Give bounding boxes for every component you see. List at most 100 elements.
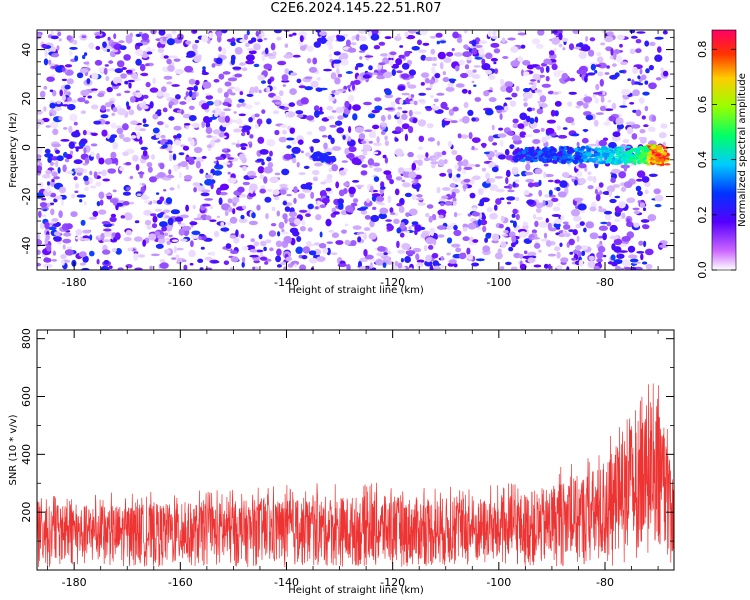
heatmap-feature-cell: [547, 147, 551, 150]
heatmap-cell: [501, 234, 509, 237]
heatmap-cell: [654, 54, 663, 62]
heatmap-cell: [286, 193, 292, 197]
heatmap-cell: [288, 102, 296, 107]
heatmap-cell: [441, 120, 446, 128]
heatmap-cell: [473, 84, 477, 87]
heatmap-cell: [520, 44, 526, 49]
heatmap-cell: [245, 54, 255, 62]
heatmap-cell: [647, 126, 656, 132]
heatmap-feature-cell: [634, 148, 641, 152]
heatmap-feature-cell: [608, 149, 614, 152]
heatmap-cell: [571, 133, 580, 137]
heatmap-cell: [420, 82, 425, 86]
heatmap-cell: [161, 86, 167, 93]
heatmap-cell: [356, 34, 360, 41]
heatmap-cell: [177, 162, 184, 167]
heatmap-cell: [125, 264, 133, 269]
heatmap-cell: [209, 116, 217, 120]
heatmap-cell: [334, 77, 341, 85]
heatmap-cell: [343, 182, 350, 187]
heatmap-feature-cell: [633, 161, 637, 166]
heatmap-cell: [146, 225, 152, 230]
heatmap-cell: [329, 124, 337, 128]
heatmap-cell: [327, 134, 332, 140]
heatmap-cell: [305, 152, 311, 157]
heatmap-cell: [272, 51, 277, 56]
heatmap-cell: [67, 104, 76, 111]
heatmap-cell: [319, 37, 327, 44]
heatmap-cell: [96, 258, 100, 265]
heatmap-cell: [56, 45, 60, 51]
heatmap-cell: [368, 232, 377, 240]
heatmap-cell: [389, 179, 394, 185]
heatmap-cell: [453, 263, 458, 268]
heatmap-cell: [136, 132, 141, 140]
heatmap-cell: [503, 230, 509, 234]
heatmap-cell: [560, 257, 569, 263]
heatmap-cell: [234, 73, 243, 78]
heatmap-cell: [213, 79, 220, 83]
heatmap-cell: [338, 202, 344, 210]
heatmap-cell: [231, 120, 238, 123]
heatmap-cell: [137, 171, 145, 175]
heatmap-cell: [222, 47, 227, 55]
heatmap-cell: [481, 167, 487, 172]
heatmap-cell: [354, 66, 359, 71]
heatmap-cell: [364, 254, 374, 260]
heatmap-cell: [613, 238, 623, 245]
heatmap-cell: [93, 171, 98, 179]
heatmap-cell: [448, 259, 457, 264]
heatmap-cell: [166, 58, 172, 65]
heatmap-cell: [438, 264, 445, 269]
heatmap-cell: [474, 164, 481, 168]
heatmap-cell: [644, 55, 649, 63]
heatmap-cell: [644, 105, 649, 112]
heatmap-cell: [602, 254, 607, 258]
heatmap-cell: [189, 262, 194, 266]
heatmap-cell: [149, 87, 159, 93]
heatmap-cell: [152, 199, 157, 204]
heatmap-cell: [55, 65, 64, 73]
heatmap-cell: [73, 176, 78, 181]
heatmap-cell: [558, 32, 563, 41]
heatmap-cell: [227, 157, 235, 160]
heatmap-cell: [429, 35, 437, 39]
heatmap-cell: [194, 39, 200, 44]
heatmap-feature-cell: [515, 149, 518, 155]
heatmap-cell: [224, 210, 229, 216]
heatmap-cell: [572, 176, 576, 180]
heatmap-cell: [505, 177, 509, 185]
heatmap-cell: [583, 227, 587, 233]
heatmap-cell: [106, 48, 110, 53]
heatmap-cell: [572, 30, 580, 35]
heatmap-cell: [133, 253, 139, 261]
heatmap-cell: [395, 176, 403, 181]
heatmap-cell: [429, 79, 435, 85]
heatmap-cell: [174, 139, 181, 146]
heatmap-feature-cell: [649, 146, 656, 149]
heatmap-cell: [277, 61, 287, 66]
heatmap-cell: [270, 42, 276, 51]
heatmap-cell: [145, 63, 150, 67]
heatmap-cell: [446, 237, 453, 244]
heatmap-cell: [648, 64, 655, 71]
heatmap-cell: [223, 260, 229, 265]
heatmap-cell: [129, 201, 135, 205]
heatmap-cell: [191, 91, 197, 100]
heatmap-cell: [462, 51, 472, 58]
heatmap-cell: [455, 154, 463, 162]
heatmap-cell: [107, 36, 111, 41]
heatmap-cell: [163, 232, 169, 236]
heatmap-cell: [138, 138, 143, 145]
heatmap-cell: [183, 264, 188, 270]
heatmap-cell: [156, 90, 164, 97]
heatmap-cell: [632, 66, 638, 75]
heatmap-feature-cell: [594, 150, 598, 154]
heatmap-cell: [440, 202, 445, 207]
colorbar-axis: 0.00.20.40.60.8: [696, 41, 736, 279]
colorbar-tick-label: 0.4: [696, 151, 709, 169]
heatmap-cell: [125, 162, 132, 166]
heatmap-cell: [533, 129, 540, 134]
heatmap-cell: [139, 128, 146, 132]
